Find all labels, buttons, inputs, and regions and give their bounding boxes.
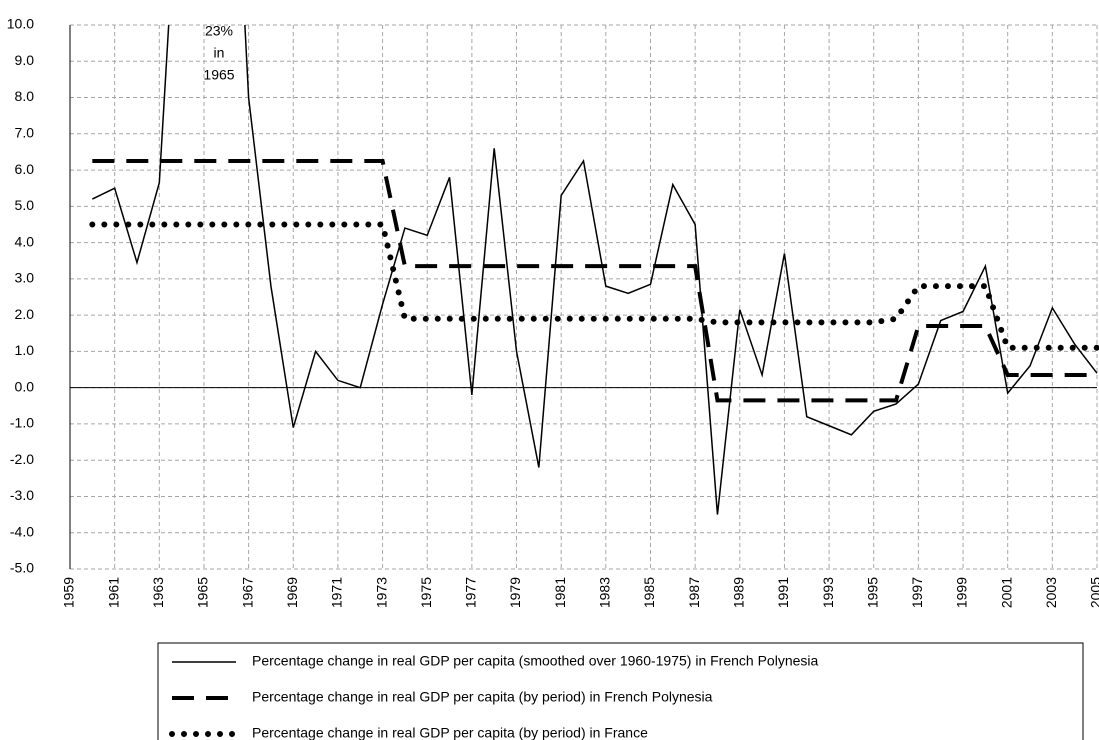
x-tick-label: 1999 — [954, 577, 970, 608]
x-tick-label: 1965 — [195, 577, 211, 608]
y-tick-label: -5.0 — [10, 560, 34, 576]
x-tick-label: 2003 — [1043, 577, 1059, 608]
series-line — [92, 159, 1097, 403]
x-tick-label: 1975 — [418, 577, 434, 608]
y-tick-label: 3.0 — [15, 270, 35, 286]
y-tick-label: -1.0 — [10, 415, 34, 431]
legend-label: Percentage change in real GDP per capita… — [252, 653, 819, 669]
y-tick-label: 7.0 — [15, 125, 35, 141]
y-tick-label: 1.0 — [15, 342, 35, 358]
y-tick-label: 10.0 — [7, 16, 34, 32]
x-tick-label: 1977 — [463, 577, 479, 608]
x-tick-label: 1987 — [686, 577, 702, 608]
series-line — [89, 221, 1099, 351]
x-tick-label: 2001 — [998, 577, 1014, 608]
x-tick-label: 1971 — [329, 577, 345, 608]
x-tick-label: 1985 — [641, 577, 657, 608]
y-tick-label: -4.0 — [10, 523, 34, 539]
x-tick-label: 1963 — [150, 577, 166, 608]
x-tick-label: 1989 — [730, 577, 746, 608]
x-tick-label: 1993 — [820, 577, 836, 608]
annotation: 23% — [205, 23, 233, 39]
annotation: 1965 — [203, 67, 234, 83]
x-tick-label: 1973 — [373, 577, 389, 608]
x-tick-label: 1991 — [775, 577, 791, 608]
x-tick-label: 1981 — [552, 577, 568, 608]
y-tick-label: 8.0 — [15, 88, 35, 104]
y-tick-label: 2.0 — [15, 306, 35, 322]
x-tick-label: 1995 — [864, 577, 880, 608]
x-tick-label: 1967 — [239, 577, 255, 608]
x-tick-label: 1961 — [105, 577, 121, 608]
y-tick-label: 9.0 — [15, 52, 35, 68]
plot-area — [89, 25, 1099, 515]
y-tick-label: 6.0 — [15, 161, 35, 177]
x-tick-label: 2005 — [1088, 577, 1099, 608]
series-line — [91, 25, 1098, 515]
x-tick-label: 1983 — [597, 577, 613, 608]
legend-label: Percentage change in real GDP per capita… — [252, 725, 648, 740]
y-tick-label: -2.0 — [10, 451, 34, 467]
y-tick-label: 5.0 — [15, 197, 35, 213]
annotation: in — [214, 45, 225, 61]
y-tick-label: -3.0 — [10, 487, 34, 503]
y-tick-label: 4.0 — [15, 233, 35, 249]
y-tick-label: 0.0 — [15, 378, 35, 394]
x-tick-label: 1969 — [284, 577, 300, 608]
x-tick-label: 1959 — [61, 577, 77, 608]
x-tick-label: 1997 — [909, 577, 925, 608]
legend-label: Percentage change in real GDP per capita… — [252, 689, 713, 705]
legend-box — [157, 642, 1084, 740]
x-tick-label: 1979 — [507, 577, 523, 608]
